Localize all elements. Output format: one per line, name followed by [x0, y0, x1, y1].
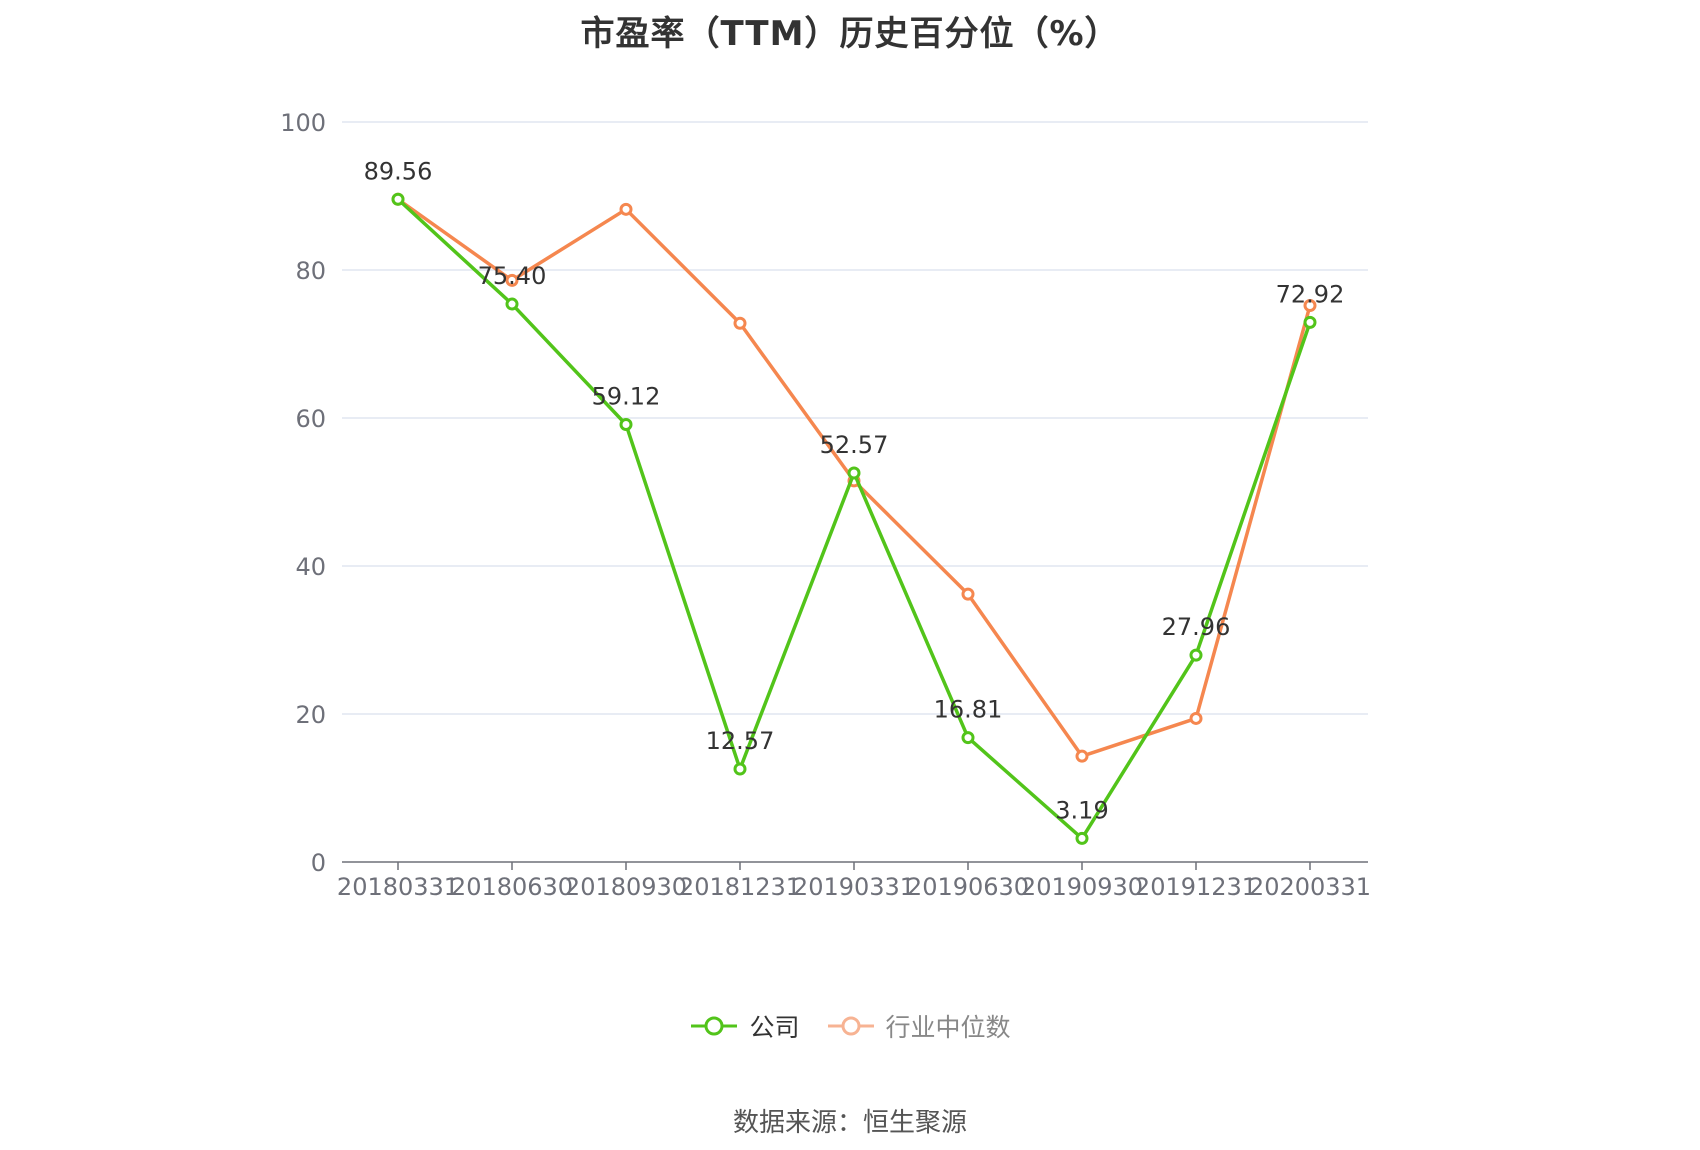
- series-line: [396, 197, 1312, 841]
- x-tick-label: 20200331: [1249, 873, 1371, 901]
- data-point: [1075, 749, 1089, 763]
- x-tick-label: 20180630: [451, 873, 573, 901]
- line-chart: 0 20 40 60 80 100 2018033120180630201809302018…: [280, 109, 1371, 901]
- data-label: 75.40: [478, 262, 547, 290]
- x-tick-label: 20190930: [1021, 873, 1143, 901]
- data-labels: 89.56 75.40 59.12 12.57 52.57 16.81 3.19 27.96 7…: [364, 157, 1345, 824]
- data-point: [847, 466, 861, 480]
- data-source: 数据来源：恒生聚源: [732, 1108, 967, 1138]
- data-point: [961, 587, 975, 601]
- y-tick-label: 60: [295, 405, 326, 433]
- data-point: [733, 762, 747, 776]
- data-point: [1303, 299, 1317, 313]
- x-tick-label: 20181231: [679, 873, 801, 901]
- data-point: [1075, 831, 1089, 845]
- data-label: 52.57: [820, 431, 889, 459]
- data-point: [1189, 648, 1203, 662]
- axes: 0 20 40 60 80 100 2018033120180630201809302018…: [280, 109, 1371, 901]
- legend-item-company[interactable]: 公司: [689, 1008, 800, 1044]
- data-point: [733, 316, 747, 330]
- series-lines: [391, 192, 1317, 845]
- legend-line-circle-icon: [827, 1016, 874, 1036]
- y-tick-label: 20: [295, 701, 326, 729]
- data-point: [505, 273, 519, 287]
- x-tick-label: 20191231: [1135, 873, 1257, 901]
- data-point: [619, 418, 633, 432]
- data-label: 89.56: [364, 157, 433, 185]
- data-label: 72.92: [1276, 280, 1345, 308]
- data-label: 3.19: [1055, 796, 1108, 824]
- data-point: [391, 192, 405, 206]
- legend-label-industry: 行业中位数: [885, 1013, 1011, 1042]
- data-point: [1303, 315, 1317, 329]
- data-point: [1189, 711, 1203, 725]
- data-point: [505, 297, 519, 311]
- data-label: 59.12: [592, 383, 661, 411]
- x-tick-label: 20180930: [565, 873, 687, 901]
- legend-item-industry[interactable]: 行业中位数: [826, 1008, 1011, 1044]
- x-tick-label: 20190331: [793, 873, 915, 901]
- data-label: 12.57: [706, 727, 775, 755]
- data-label: 27.96: [1162, 613, 1231, 641]
- x-tick-label: 20190630: [907, 873, 1029, 901]
- data-point: [619, 202, 633, 216]
- data-label: 16.81: [934, 696, 1003, 724]
- y-tick-label: 0: [311, 849, 326, 877]
- y-tick-label: 100: [280, 109, 326, 137]
- legend: 公司 行业中位数: [0, 1008, 1700, 1044]
- chart-title: 市盈率（TTM）历史百分位（%）: [580, 14, 1120, 54]
- data-point: [961, 731, 975, 745]
- legend-line-circle-icon: [691, 1016, 738, 1036]
- x-tick-label: 20180331: [337, 873, 459, 901]
- legend-label-company: 公司: [749, 1013, 800, 1042]
- y-tick-label: 80: [295, 257, 326, 285]
- y-tick-label: 40: [295, 553, 326, 581]
